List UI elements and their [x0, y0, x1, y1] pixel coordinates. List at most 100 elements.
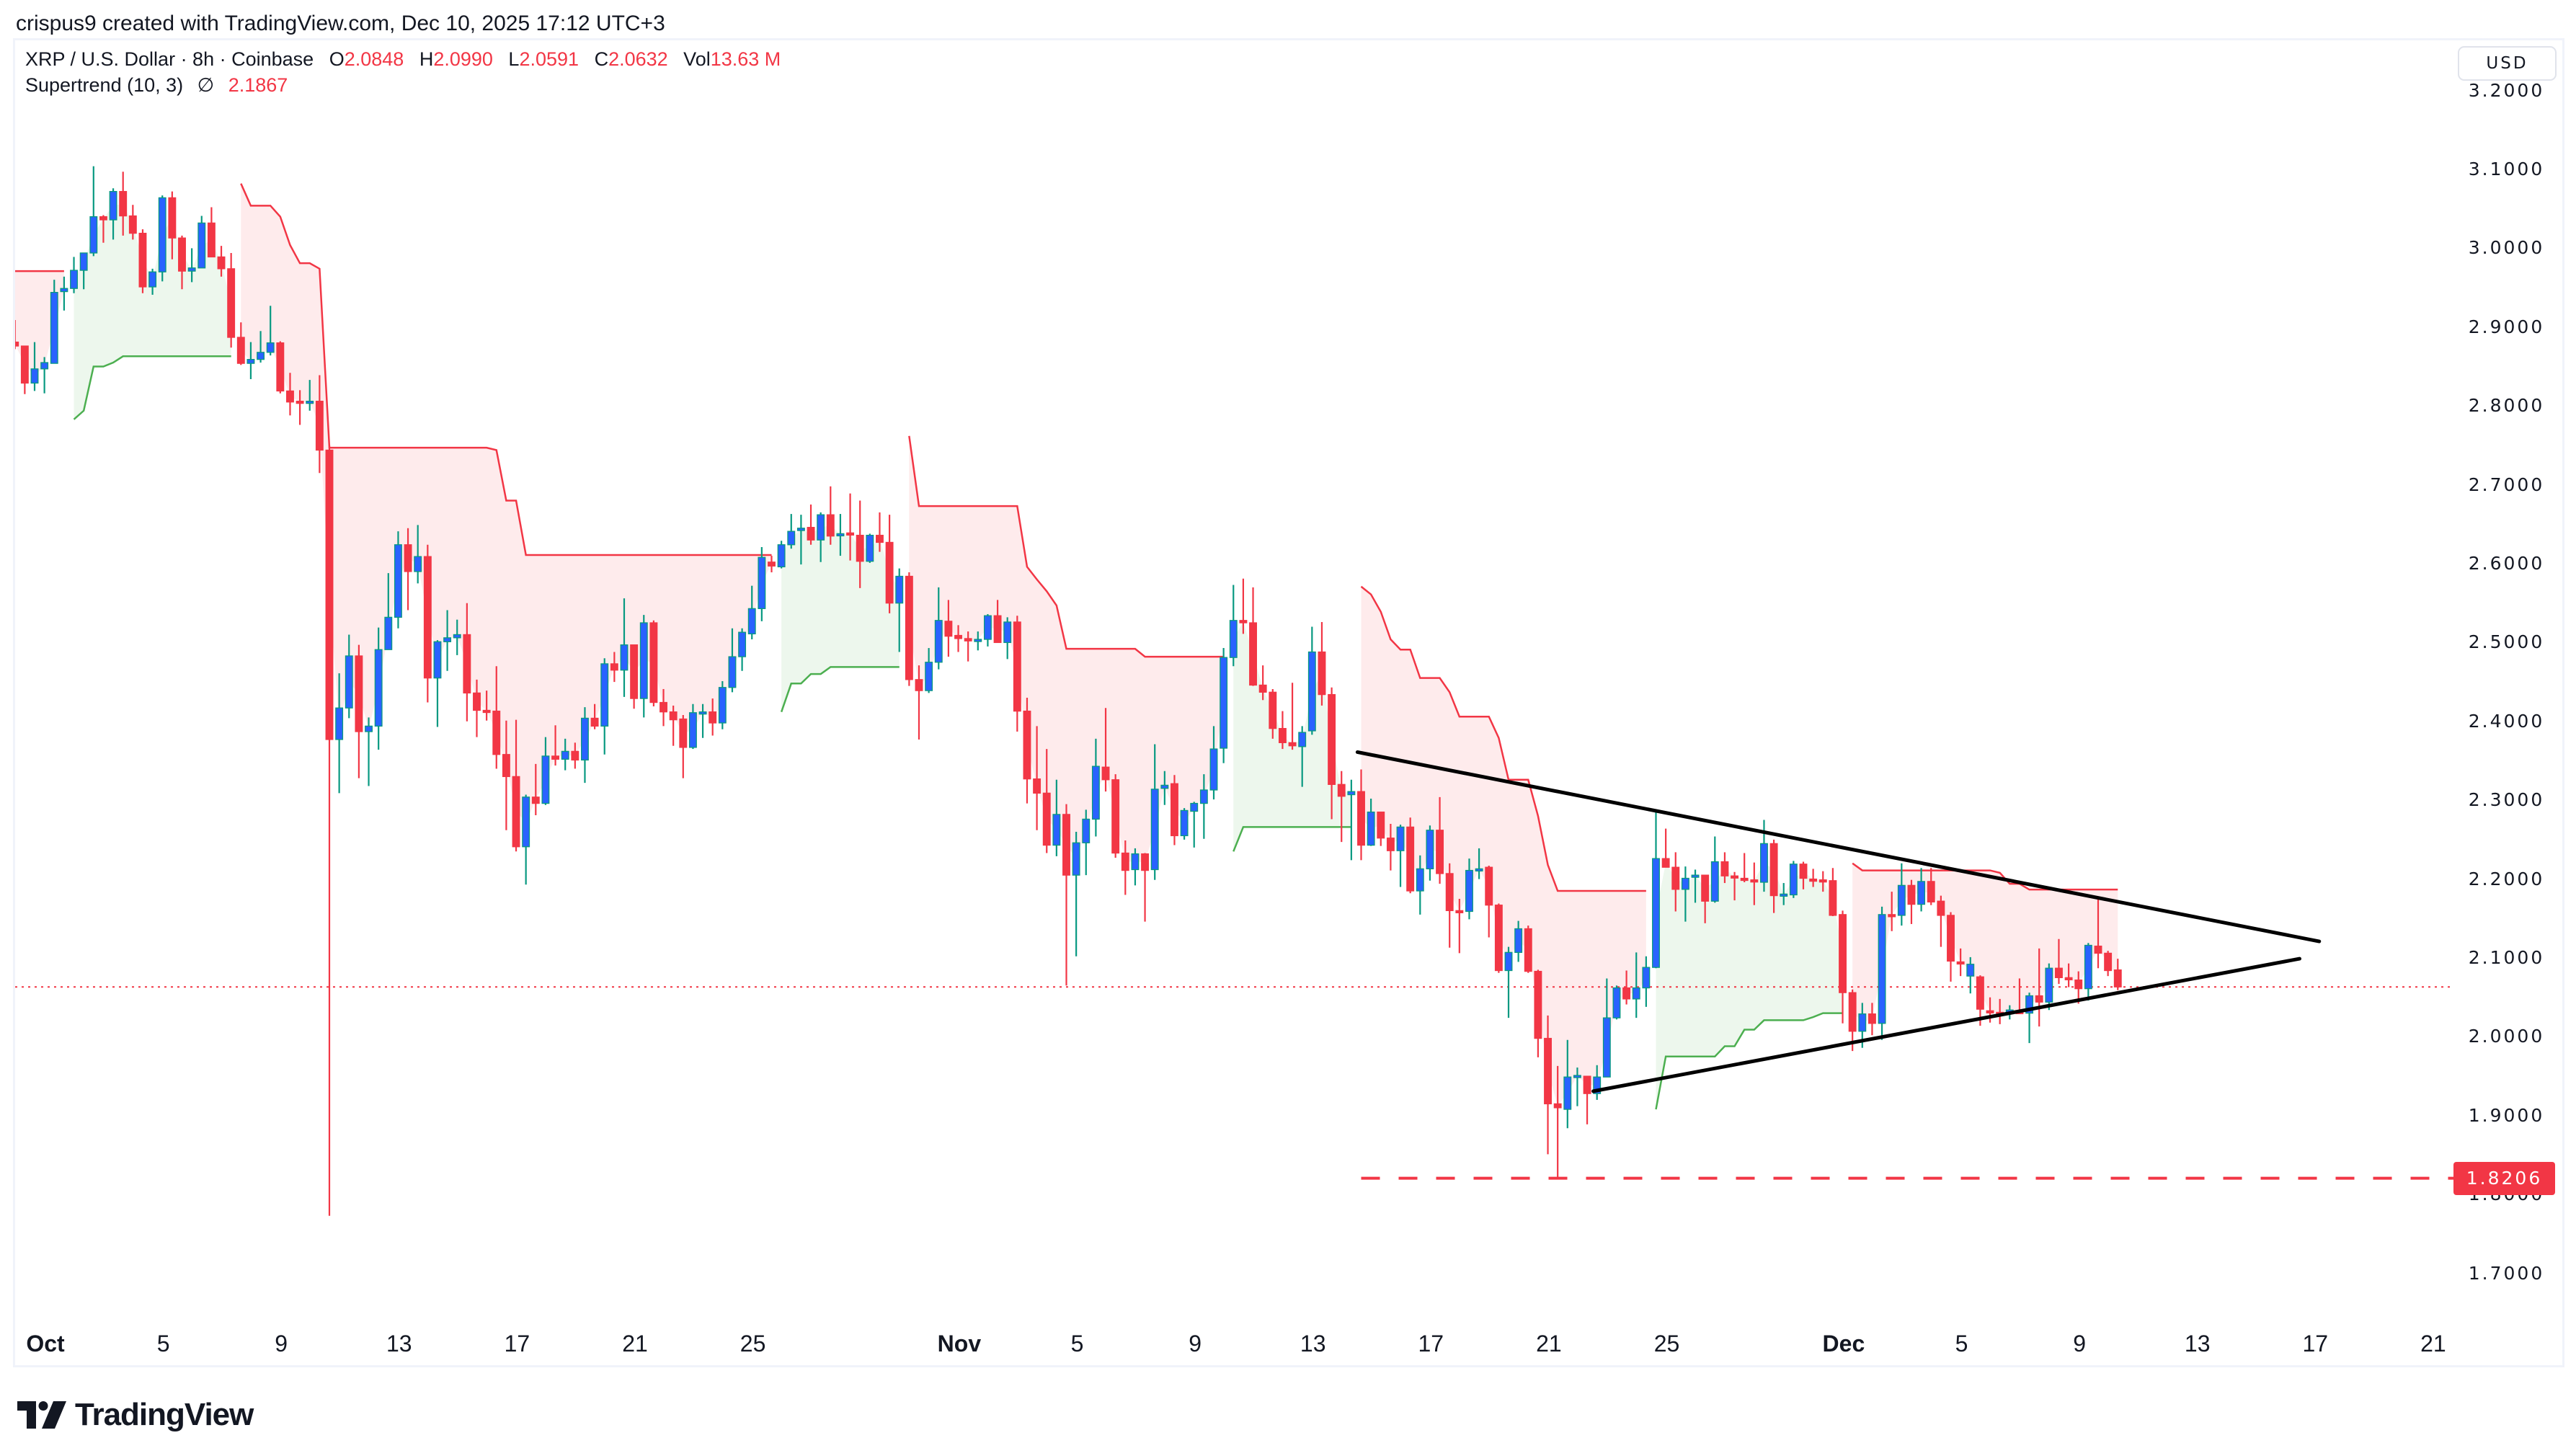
- candle-body: [2094, 945, 2102, 954]
- candle-up: [1691, 869, 1700, 903]
- candle-body: [1278, 727, 1287, 743]
- candle-body: [1209, 748, 1218, 791]
- candle-body: [1357, 791, 1365, 846]
- indicator-value: 2.1867: [228, 74, 288, 96]
- candle-up: [1082, 809, 1091, 876]
- candle-down: [1485, 866, 1493, 938]
- candle-body: [423, 556, 432, 679]
- candle-down: [178, 235, 186, 290]
- candle-body: [394, 544, 402, 618]
- candle-up: [1563, 1039, 1572, 1129]
- candle-body: [1878, 914, 1886, 1024]
- candle-down: [1406, 817, 1415, 894]
- candle-body: [128, 215, 137, 234]
- candle-down: [679, 715, 688, 778]
- candle-down: [512, 719, 520, 852]
- candle-body: [1947, 915, 1955, 962]
- candle-down: [1494, 903, 1503, 973]
- candle-body: [659, 701, 667, 713]
- candle-up: [266, 306, 275, 356]
- candle-up: [1966, 956, 1975, 994]
- candle-body: [374, 649, 383, 727]
- hidden-eye-slash-icon[interactable]: ∅: [197, 74, 215, 96]
- tradingview-logo-icon: [17, 1401, 66, 1429]
- candle-down: [2055, 938, 2063, 985]
- candle-body: [2104, 952, 2113, 972]
- candle-body: [40, 362, 49, 370]
- trendlines-layer[interactable]: [1355, 750, 2322, 1093]
- candle-body: [187, 267, 196, 272]
- indicator-title[interactable]: Supertrend (10, 3): [25, 74, 184, 96]
- candle-up: [374, 627, 383, 750]
- candle-body: [1377, 811, 1385, 839]
- candle-body: [1436, 830, 1444, 874]
- candle-down: [217, 246, 226, 277]
- date-tick-label: 21: [622, 1331, 648, 1357]
- symbol-title[interactable]: XRP / U.S. Dollar · 8h · Coinbase: [25, 48, 314, 70]
- candle-body: [679, 718, 688, 748]
- price-tick-label: 3.2000: [2468, 79, 2545, 101]
- candle-down: [846, 493, 855, 561]
- candle-down: [1239, 578, 1248, 634]
- candle-down: [1720, 852, 1729, 884]
- candle-body: [1524, 928, 1532, 972]
- candle-down: [276, 341, 285, 394]
- candle-body: [768, 561, 776, 567]
- candle-down: [482, 691, 491, 721]
- candle-up: [365, 717, 373, 786]
- supertrend-up-fill: [1656, 863, 1843, 1110]
- candle-down: [1888, 892, 1896, 931]
- price-tick-label: 2.5000: [2468, 631, 2545, 653]
- candle-body: [1485, 866, 1493, 906]
- candle-body: [590, 717, 599, 727]
- candle-body: [1082, 818, 1091, 843]
- candle-body: [807, 527, 815, 541]
- candle-up: [698, 703, 707, 738]
- candle-up: [620, 598, 629, 697]
- candle-body: [895, 575, 904, 604]
- price-tick-label: 1.9000: [2468, 1104, 2545, 1126]
- date-tick-label: 21: [2420, 1331, 2446, 1357]
- candle-up: [639, 615, 648, 718]
- candle-body: [1789, 864, 1798, 896]
- candle-down: [1121, 840, 1129, 895]
- candle-down: [1799, 861, 1808, 889]
- candle-body: [1760, 843, 1768, 883]
- candle-up: [1160, 771, 1169, 805]
- supertrend-up-fill: [74, 203, 231, 420]
- supertrend-up-line: [1233, 826, 1351, 852]
- candle-body: [1288, 742, 1297, 747]
- candle-up: [728, 628, 737, 693]
- candle-down: [1269, 688, 1277, 739]
- candle-up: [1632, 952, 1640, 1018]
- candle-up: [148, 268, 157, 295]
- candle-body: [747, 608, 756, 635]
- candle-down: [1661, 828, 1670, 868]
- candle-body: [1563, 1076, 1572, 1110]
- low-label: L: [508, 48, 520, 70]
- candle-body: [1927, 881, 1935, 902]
- candle-body: [866, 534, 874, 562]
- candle-body: [1966, 964, 1975, 977]
- candle-body: [443, 637, 452, 642]
- currency-button[interactable]: USD: [2458, 46, 2557, 81]
- candle-body: [266, 342, 275, 353]
- candle-up: [247, 342, 255, 380]
- candle-down: [1171, 775, 1178, 845]
- candle-body: [1799, 864, 1808, 879]
- candle-body: [1583, 1075, 1591, 1094]
- candle-body: [1829, 880, 1837, 916]
- chart-panel[interactable]: [13, 38, 2564, 1367]
- date-tick-label: 17: [504, 1331, 530, 1357]
- candle-body: [345, 655, 353, 709]
- candle-down: [2094, 896, 2102, 969]
- candle-down: [1337, 771, 1346, 843]
- candle-up: [1642, 956, 1651, 1007]
- candle-body: [227, 268, 236, 338]
- candle-down: [1318, 621, 1326, 706]
- candle-up: [777, 541, 786, 569]
- candle-body: [925, 662, 933, 691]
- candle-down: [1386, 824, 1395, 871]
- candle-body: [1976, 976, 1984, 1010]
